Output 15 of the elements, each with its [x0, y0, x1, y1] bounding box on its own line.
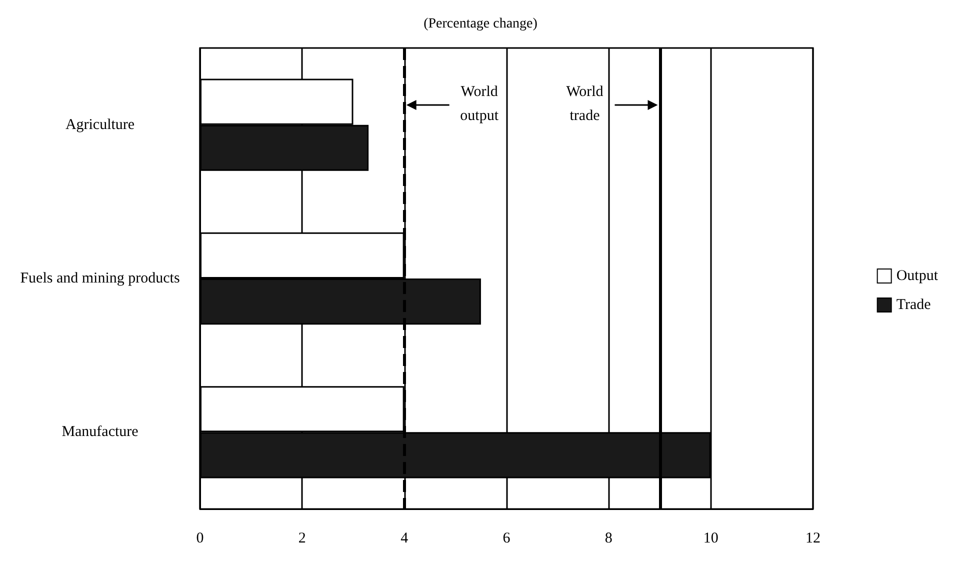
- y-tick-label: Agriculture: [65, 116, 135, 133]
- x-tick-label: 0: [196, 530, 204, 546]
- legend-label: Output: [896, 268, 939, 284]
- x-tick-label: 4: [400, 530, 409, 546]
- x-tick-label: 8: [604, 530, 612, 546]
- ref-line-label: World output: [460, 84, 500, 124]
- x-tick-label: 6: [502, 530, 511, 546]
- legend-label: Trade: [896, 297, 932, 313]
- x-tick-label: 12: [806, 530, 820, 546]
- ref-line-label: World trade: [566, 84, 604, 124]
- x-tick-label: 2: [298, 530, 306, 546]
- x-tick-label: 10: [703, 530, 718, 546]
- y-tick-label: Fuels and mining products: [20, 270, 180, 286]
- chart-title: (Percentage change): [424, 16, 538, 32]
- y-tick-label: Manufacture: [62, 424, 139, 440]
